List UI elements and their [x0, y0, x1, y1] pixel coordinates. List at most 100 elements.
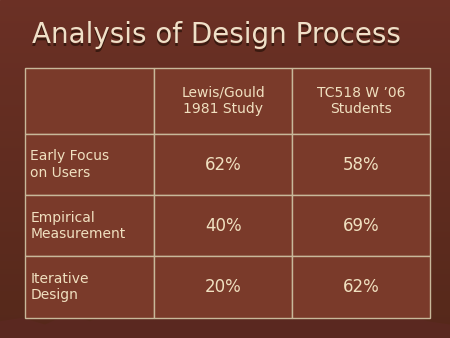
- Bar: [0, 183, 450, 184]
- Bar: [0, 134, 450, 135]
- Bar: [0, 128, 450, 130]
- Bar: [0, 326, 450, 328]
- Bar: [0, 301, 450, 303]
- Bar: [0, 79, 450, 81]
- Text: 69%: 69%: [342, 217, 379, 235]
- Bar: [0, 308, 450, 309]
- Bar: [0, 103, 450, 105]
- Bar: [0, 22, 450, 24]
- Bar: [0, 166, 450, 167]
- Bar: [0, 78, 450, 79]
- Bar: [0, 30, 450, 32]
- Bar: [0, 252, 450, 254]
- Bar: [0, 15, 450, 17]
- Bar: [0, 147, 450, 149]
- Bar: [0, 281, 450, 282]
- Bar: [0, 188, 450, 189]
- Bar: [0, 66, 450, 68]
- Bar: [0, 238, 450, 240]
- Text: Analysis of Design Process: Analysis of Design Process: [32, 22, 400, 49]
- Bar: [0, 24, 450, 25]
- Bar: [0, 260, 450, 262]
- Bar: [0, 56, 450, 57]
- Bar: [0, 255, 450, 257]
- Bar: [25, 257, 154, 318]
- Bar: [0, 125, 450, 127]
- Bar: [0, 96, 450, 98]
- Bar: [0, 76, 450, 78]
- Bar: [0, 304, 450, 306]
- Bar: [0, 237, 450, 238]
- Bar: [0, 232, 450, 233]
- Bar: [0, 309, 450, 311]
- Bar: [25, 195, 154, 257]
- Bar: [0, 108, 450, 110]
- Bar: [0, 287, 450, 289]
- Bar: [0, 152, 450, 154]
- Bar: [0, 90, 450, 91]
- Text: 62%: 62%: [205, 155, 242, 173]
- Bar: [0, 311, 450, 313]
- Bar: [0, 277, 450, 279]
- Bar: [0, 44, 450, 46]
- Bar: [0, 149, 450, 150]
- Bar: [0, 81, 450, 83]
- Bar: [0, 257, 450, 259]
- Bar: [0, 172, 450, 174]
- Bar: [0, 282, 450, 284]
- Bar: [0, 52, 450, 54]
- Bar: [0, 215, 450, 216]
- Bar: [0, 61, 450, 63]
- Bar: [154, 134, 292, 195]
- Bar: [0, 117, 450, 118]
- Bar: [0, 176, 450, 177]
- Bar: [0, 35, 450, 37]
- Bar: [0, 314, 450, 316]
- Bar: [0, 88, 450, 90]
- Bar: [0, 245, 450, 247]
- Bar: [0, 12, 450, 14]
- Bar: [0, 279, 450, 281]
- Bar: [0, 71, 450, 73]
- Bar: [0, 230, 450, 232]
- Bar: [0, 297, 450, 299]
- Bar: [0, 306, 450, 308]
- Bar: [0, 54, 450, 56]
- Bar: [0, 46, 450, 47]
- Bar: [0, 267, 450, 269]
- Bar: [0, 5, 450, 7]
- Bar: [0, 186, 450, 188]
- Bar: [0, 210, 450, 211]
- Bar: [0, 83, 450, 84]
- Bar: [0, 142, 450, 144]
- Bar: [0, 323, 450, 324]
- Bar: [0, 74, 450, 76]
- Bar: [0, 86, 450, 88]
- Bar: [0, 262, 450, 264]
- Bar: [0, 123, 450, 125]
- Bar: [0, 220, 450, 221]
- Bar: [0, 17, 450, 19]
- Bar: [0, 294, 450, 296]
- Bar: [0, 211, 450, 213]
- Bar: [0, 98, 450, 100]
- Bar: [25, 134, 154, 195]
- Bar: [0, 10, 450, 12]
- Bar: [0, 272, 450, 274]
- Bar: [0, 59, 450, 61]
- Bar: [0, 157, 450, 159]
- Text: 62%: 62%: [342, 278, 379, 296]
- Bar: [0, 2, 450, 3]
- Bar: [0, 208, 450, 210]
- Bar: [0, 270, 450, 272]
- Bar: [0, 47, 450, 49]
- Bar: [0, 73, 450, 74]
- Bar: [292, 257, 430, 318]
- Bar: [0, 101, 450, 103]
- Bar: [292, 195, 430, 257]
- Bar: [0, 93, 450, 95]
- Bar: [0, 64, 450, 66]
- Bar: [0, 113, 450, 115]
- Bar: [0, 259, 450, 260]
- Bar: [0, 112, 450, 113]
